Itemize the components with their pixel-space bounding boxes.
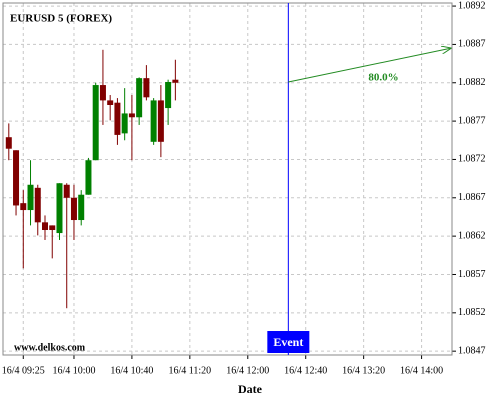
projection-arrow — [288, 48, 450, 83]
plot-frame — [2, 2, 453, 356]
candle-body — [63, 184, 70, 198]
y-tick-label: 1.0852 — [458, 307, 486, 318]
candle-body — [121, 113, 128, 134]
candle-body — [34, 187, 41, 223]
chart-title: EURUSD 5 (FOREX) — [10, 13, 112, 25]
candle-body — [150, 100, 157, 142]
candle-body — [70, 197, 77, 221]
x-tick-label: 16/4 10:40 — [110, 365, 153, 376]
candle-body — [143, 78, 150, 98]
x-axis-label: Date — [238, 382, 263, 396]
candle-body — [56, 183, 63, 234]
watermark: www.delkos.com — [14, 342, 86, 353]
y-tick-label: 1.0887 — [458, 39, 486, 50]
y-tick-label: 1.0877 — [458, 115, 486, 126]
candle-body — [165, 81, 172, 109]
y-tick-label: 1.0867 — [458, 192, 486, 203]
x-tick-label: 16/4 10:00 — [52, 365, 95, 376]
candle-body — [114, 102, 121, 135]
candle-body — [13, 150, 20, 206]
candle-body — [107, 100, 114, 105]
candle-body — [20, 203, 27, 211]
candle-body — [5, 137, 12, 149]
candle-body — [92, 85, 99, 161]
candle-body — [42, 222, 49, 230]
candle-body — [172, 79, 179, 83]
y-tick-label: 1.0892 — [458, 0, 486, 11]
grid — [3, 3, 452, 355]
candle-body — [78, 194, 85, 221]
event-box — [267, 331, 310, 353]
projection-label: 80.0% — [368, 72, 398, 84]
y-tick-label: 1.0847 — [458, 345, 486, 356]
x-tick-label: 16/4 13:20 — [342, 365, 385, 376]
candle-body — [27, 184, 34, 211]
candle-body — [85, 160, 92, 195]
candle-body — [136, 78, 143, 118]
x-tick-label: 16/4 11:20 — [168, 365, 211, 376]
candle-body — [49, 225, 56, 230]
x-tick-label: 16/4 12:00 — [226, 365, 269, 376]
event-label: Event — [273, 335, 303, 349]
y-tick-label: 1.0882 — [458, 77, 486, 88]
x-tick-label: 16/4 09:25 — [2, 365, 45, 376]
x-tick-label: 16/4 12:40 — [284, 365, 327, 376]
y-tick-label: 1.0872 — [458, 154, 486, 165]
x-tick-label: 16/4 14:00 — [400, 365, 443, 376]
y-tick-label: 1.0862 — [458, 230, 486, 241]
candle-body — [128, 113, 135, 118]
candle-body — [157, 100, 164, 142]
candle-body — [99, 85, 106, 101]
y-tick-label: 1.0857 — [458, 269, 486, 280]
